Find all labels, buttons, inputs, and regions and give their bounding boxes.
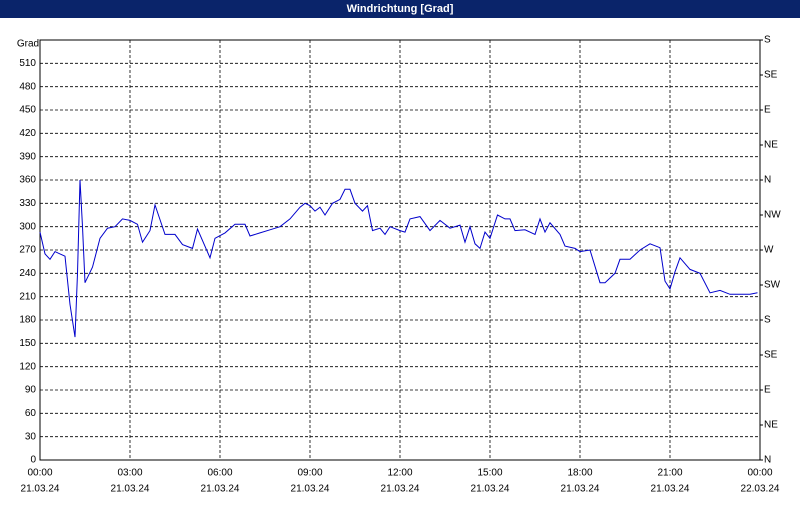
- x-tick-label: 12:00: [387, 468, 412, 479]
- x-tick-date: 21.03.24: [381, 484, 420, 495]
- y2-tick-label: S: [764, 35, 771, 46]
- title-bar: [0, 0, 800, 18]
- y2-tick-label: E: [764, 385, 771, 396]
- x-tick-label: 06:00: [207, 468, 232, 479]
- y2-tick-label: N: [764, 175, 771, 186]
- y2-tick-label: NE: [764, 140, 778, 151]
- y-axis-label: Grad: [17, 39, 39, 50]
- y-tick-label: 0: [30, 455, 36, 466]
- x-tick-label: 09:00: [297, 468, 322, 479]
- y-tick-label: 150: [19, 338, 36, 349]
- x-tick-date: 21.03.24: [21, 484, 60, 495]
- y-tick-label: 240: [19, 268, 36, 279]
- y-tick-label: 390: [19, 151, 36, 162]
- x-tick-date: 22.03.24: [741, 484, 780, 495]
- x-tick-label: 21:00: [657, 468, 682, 479]
- y-tick-label: 450: [19, 105, 36, 116]
- y-tick-label: 510: [19, 58, 36, 69]
- x-tick-label: 00:00: [747, 468, 772, 479]
- y-tick-label: 30: [25, 431, 37, 442]
- x-tick-date: 21.03.24: [201, 484, 240, 495]
- y2-tick-label: SE: [764, 70, 778, 81]
- y2-tick-label: SW: [764, 280, 781, 291]
- x-tick-label: 18:00: [567, 468, 592, 479]
- x-tick-label: 00:00: [27, 468, 52, 479]
- x-tick-date: 21.03.24: [471, 484, 510, 495]
- y-tick-label: 90: [25, 385, 37, 396]
- x-tick-date: 21.03.24: [651, 484, 690, 495]
- y2-tick-label: SE: [764, 350, 778, 361]
- y-tick-label: 210: [19, 291, 36, 302]
- x-tick-date: 21.03.24: [111, 484, 150, 495]
- y2-tick-label: S: [764, 315, 771, 326]
- x-tick-date: 21.03.24: [561, 484, 600, 495]
- chart-title: Windrichtung [Grad]: [347, 3, 454, 15]
- y-tick-label: 300: [19, 221, 36, 232]
- y2-tick-label: E: [764, 105, 771, 116]
- x-tick-date: 21.03.24: [291, 484, 330, 495]
- x-tick-label: 15:00: [477, 468, 502, 479]
- y2-tick-label: N: [764, 455, 771, 466]
- x-tick-label: 03:00: [117, 468, 142, 479]
- data-line: [39, 179, 758, 338]
- y-tick-label: 120: [19, 361, 36, 372]
- y2-tick-label: NW: [764, 210, 781, 221]
- y2-tick-label: W: [764, 245, 774, 256]
- y-tick-label: 330: [19, 198, 36, 209]
- y-tick-label: 60: [25, 408, 37, 419]
- y2-tick-label: NE: [764, 420, 778, 431]
- y-tick-label: 480: [19, 81, 36, 92]
- y-tick-label: 270: [19, 245, 36, 256]
- y-tick-label: 420: [19, 128, 36, 139]
- y-tick-label: 360: [19, 175, 36, 186]
- y-tick-label: 180: [19, 315, 36, 326]
